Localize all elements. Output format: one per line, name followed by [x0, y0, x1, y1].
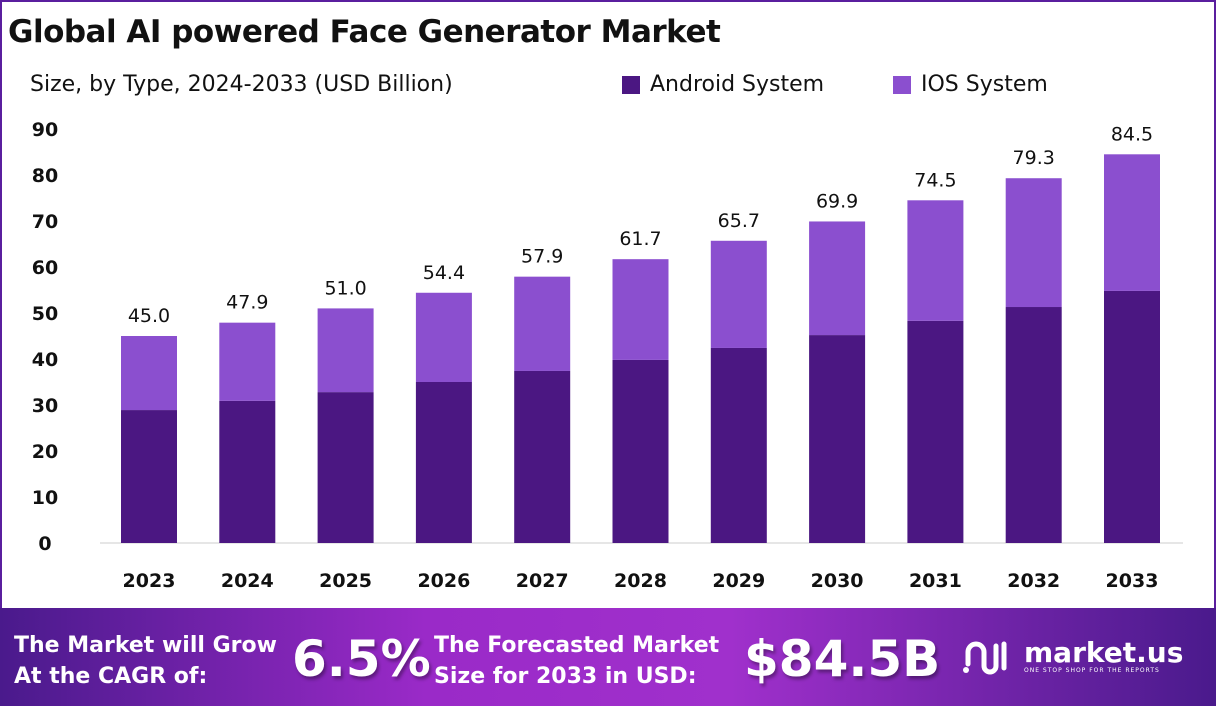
total-data-label: 74.5 — [914, 169, 956, 191]
x-tick-label: 2029 — [712, 570, 765, 592]
bar-android-system — [1005, 307, 1062, 543]
x-tick-label: 2031 — [909, 570, 962, 592]
x-tick-label: 2033 — [1106, 570, 1159, 592]
bar-android-system — [809, 335, 866, 543]
bar-chart: 010203040506070809045.0202347.9202451.02… — [32, 119, 1183, 592]
y-tick-label: 70 — [32, 211, 58, 233]
bar-android-system — [907, 320, 964, 543]
bar-android-system — [317, 392, 374, 543]
total-data-label: 47.9 — [226, 292, 268, 314]
total-data-label: 45.0 — [128, 305, 170, 327]
y-tick-label: 60 — [32, 257, 58, 279]
forecast-value: $84.5B — [744, 630, 941, 688]
logo-text: market.us — [1024, 635, 1184, 669]
bar-ios-system — [415, 292, 472, 382]
x-tick-label: 2023 — [123, 570, 176, 592]
bar-ios-system — [317, 308, 374, 393]
y-tick-label: 40 — [32, 349, 58, 371]
y-tick-label: 20 — [32, 441, 58, 463]
legend-label-ios: IOS System — [921, 72, 1048, 97]
y-tick-label: 50 — [32, 303, 58, 325]
x-tick-label: 2025 — [319, 570, 372, 592]
y-tick-label: 80 — [32, 165, 58, 187]
legend-swatch-android — [622, 75, 640, 94]
bar-android-system — [612, 359, 669, 543]
legend-label-android: Android System — [650, 72, 825, 97]
bar-ios-system — [514, 276, 571, 371]
bar-ios-system — [612, 259, 669, 360]
x-tick-label: 2024 — [221, 570, 274, 592]
forecast-label-1: The Forecasted Market — [434, 633, 720, 658]
cagr-value: 6.5% — [292, 630, 431, 688]
bar-ios-system — [809, 221, 866, 336]
cagr-label-1: The Market will Grow — [14, 633, 277, 658]
x-tick-label: 2030 — [811, 570, 864, 592]
y-tick-label: 10 — [32, 487, 58, 509]
x-tick-label: 2028 — [614, 570, 667, 592]
bar-android-system — [514, 370, 571, 543]
bar-android-system — [415, 382, 472, 543]
bar-ios-system — [710, 240, 767, 348]
total-data-label: 69.9 — [816, 190, 858, 212]
bar-android-system — [710, 347, 767, 543]
total-data-label: 51.0 — [324, 277, 366, 299]
legend-swatch-ios — [893, 75, 911, 94]
legend-item-ios: IOS System — [893, 72, 1048, 97]
bar-android-system — [121, 410, 177, 543]
y-tick-label: 30 — [32, 395, 58, 417]
bar-ios-system — [121, 336, 177, 411]
logo-icon — [963, 641, 1007, 675]
footer-banner: The Market will Grow At the CAGR of: 6.5… — [0, 608, 1216, 706]
bar-ios-system — [1104, 154, 1160, 291]
total-data-label: 65.7 — [718, 210, 760, 232]
chart-title: Global AI powered Face Generator Market — [8, 14, 721, 50]
forecast-label-2: Size for 2033 in USD: — [434, 664, 697, 689]
x-tick-label: 2032 — [1007, 570, 1060, 592]
bar-android-system — [219, 400, 276, 543]
y-tick-label: 90 — [32, 119, 58, 141]
total-data-label: 61.7 — [619, 228, 661, 250]
market-us-logo: market.us ONE STOP SHOP FOR THE REPORTS — [962, 636, 1183, 676]
bar-ios-system — [219, 322, 276, 401]
bar-android-system — [1104, 290, 1160, 543]
cagr-label-2: At the CAGR of: — [14, 664, 208, 689]
total-data-label: 84.5 — [1111, 123, 1153, 145]
bar-ios-system — [907, 200, 964, 321]
x-tick-label: 2026 — [417, 570, 470, 592]
total-data-label: 79.3 — [1013, 147, 1055, 169]
y-tick-label: 0 — [38, 533, 51, 555]
total-data-label: 54.4 — [423, 262, 465, 284]
legend-item-android: Android System — [622, 72, 824, 97]
x-tick-label: 2027 — [516, 570, 569, 592]
bar-ios-system — [1005, 178, 1062, 308]
total-data-label: 57.9 — [521, 246, 563, 268]
logo-tagline: ONE STOP SHOP FOR THE REPORTS — [1024, 666, 1160, 674]
chart-subtitle: Size, by Type, 2024-2033 (USD Billion) — [30, 72, 453, 97]
